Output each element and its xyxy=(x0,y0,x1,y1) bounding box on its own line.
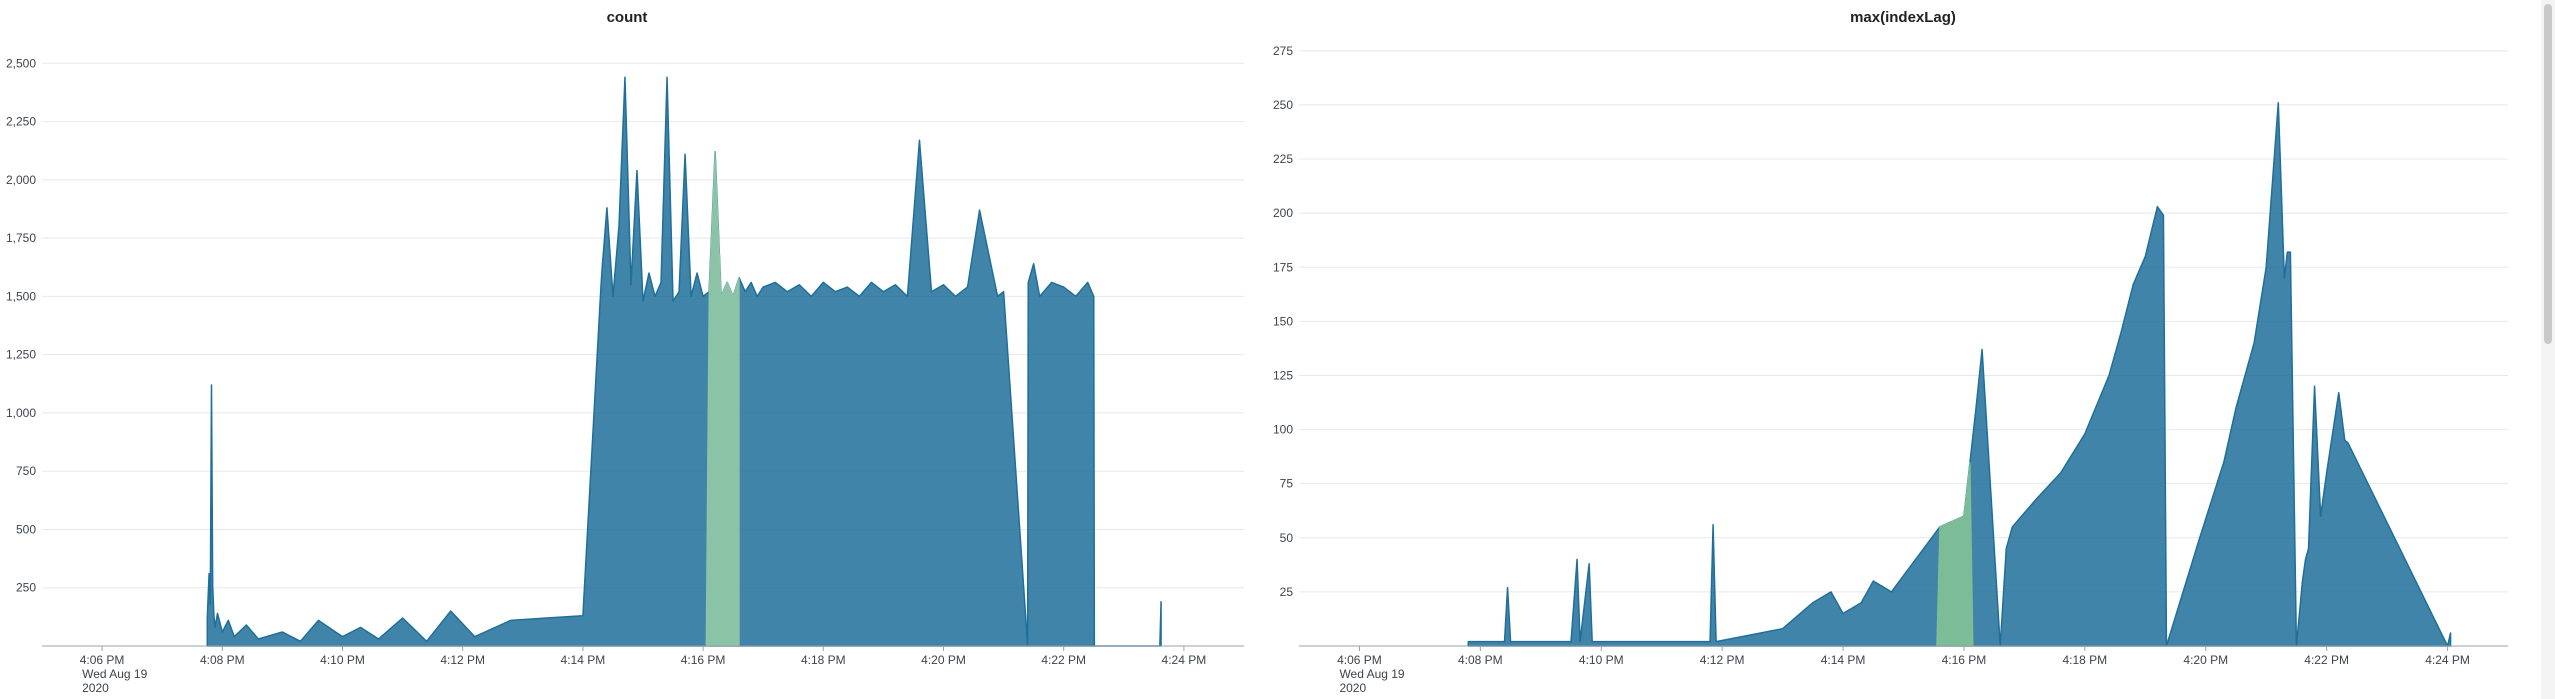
count-y-tick-label: 2,500 xyxy=(6,56,36,70)
count-x-tick-label: 4:22 PM xyxy=(1041,653,1086,667)
index-lag-x-tick-label: 4:18 PM xyxy=(2062,653,2107,667)
index-lag-y-tick-label: 50 xyxy=(1280,531,1294,545)
count-x-year-label: 2020 xyxy=(82,681,109,695)
index-lag-x-tick-label: 4:22 PM xyxy=(2304,653,2349,667)
count-x-tick-label: 4:20 PM xyxy=(921,653,966,667)
index-lag-y-tick-label: 275 xyxy=(1273,44,1293,58)
count-chart-title: count xyxy=(607,9,648,26)
index-lag-x-tick-label: 4:24 PM xyxy=(2425,653,2470,667)
vertical-scrollbar[interactable] xyxy=(2541,0,2555,699)
index-lag-x-tick-label: 4:12 PM xyxy=(1700,653,1745,667)
count-y-tick-label: 1,500 xyxy=(6,289,36,303)
index-lag-y-tick-label: 200 xyxy=(1273,206,1293,220)
index-lag-y-tick-label: 250 xyxy=(1273,98,1293,112)
index-lag-x-date-label: Wed Aug 19 xyxy=(1339,667,1404,681)
count-y-tick-label: 1,000 xyxy=(6,406,36,420)
count-y-tick-label: 2,250 xyxy=(6,115,36,129)
index-lag-y-tick-label: 175 xyxy=(1273,260,1293,274)
count-y-tick-label: 1,750 xyxy=(6,231,36,245)
count-chart-panel: count 250 500 750 1,000 1,250 1,500 1,750 2,000 2… xyxy=(6,9,1244,695)
index-lag-y-tick-label: 75 xyxy=(1280,477,1294,491)
index-lag-y-tick-label: 225 xyxy=(1273,152,1293,166)
count-x-tick-label: 4:14 PM xyxy=(561,653,606,667)
count-y-tick-label: 500 xyxy=(16,522,36,536)
count-x-tick-label: 4:18 PM xyxy=(801,653,846,667)
index-lag-y-tick-label: 25 xyxy=(1280,585,1294,599)
index-lag-x-tick-label: 4:10 PM xyxy=(1579,653,1624,667)
index-lag-highlight-area xyxy=(1936,461,1974,647)
count-x-date-label: Wed Aug 19 xyxy=(82,667,147,681)
count-x-tick-label: 4:12 PM xyxy=(440,653,485,667)
index-lag-x-year-label: 2020 xyxy=(1339,681,1366,695)
count-y-tick-label: 750 xyxy=(16,464,36,478)
count-highlight-area xyxy=(705,151,740,647)
index-lag-y-tick-label: 100 xyxy=(1273,423,1293,437)
count-y-tick-label: 2,000 xyxy=(6,173,36,187)
count-x-tick-label: 4:08 PM xyxy=(200,653,245,667)
count-x-tick-label: 4:16 PM xyxy=(681,653,726,667)
index-lag-chart-title: max(indexLag) xyxy=(1850,9,1956,26)
count-x-tick-label: 4:06 PM xyxy=(80,653,125,667)
index-lag-y-tick-label: 125 xyxy=(1273,368,1293,382)
scrollbar-thumb[interactable] xyxy=(2544,4,2552,344)
index-lag-x-tick-label: 4:06 PM xyxy=(1337,653,1382,667)
count-x-tick-label: 4:24 PM xyxy=(1162,653,1207,667)
count-x-tick-label: 4:10 PM xyxy=(320,653,365,667)
index-lag-x-tick-label: 4:08 PM xyxy=(1458,653,1503,667)
index-lag-x-tick-label: 4:16 PM xyxy=(1942,653,1987,667)
index-lag-y-tick-label: 150 xyxy=(1273,314,1293,328)
count-y-tick-label: 250 xyxy=(16,581,36,595)
count-series-area xyxy=(206,76,1162,647)
index-lag-x-tick-label: 4:14 PM xyxy=(1821,653,1866,667)
index-lag-x-tick-label: 4:20 PM xyxy=(2183,653,2228,667)
index-lag-chart-panel: max(indexLag) 25 50 75 100 125 150 175 200 225 250… xyxy=(1273,9,2508,695)
count-y-tick-label: 1,250 xyxy=(6,348,36,362)
